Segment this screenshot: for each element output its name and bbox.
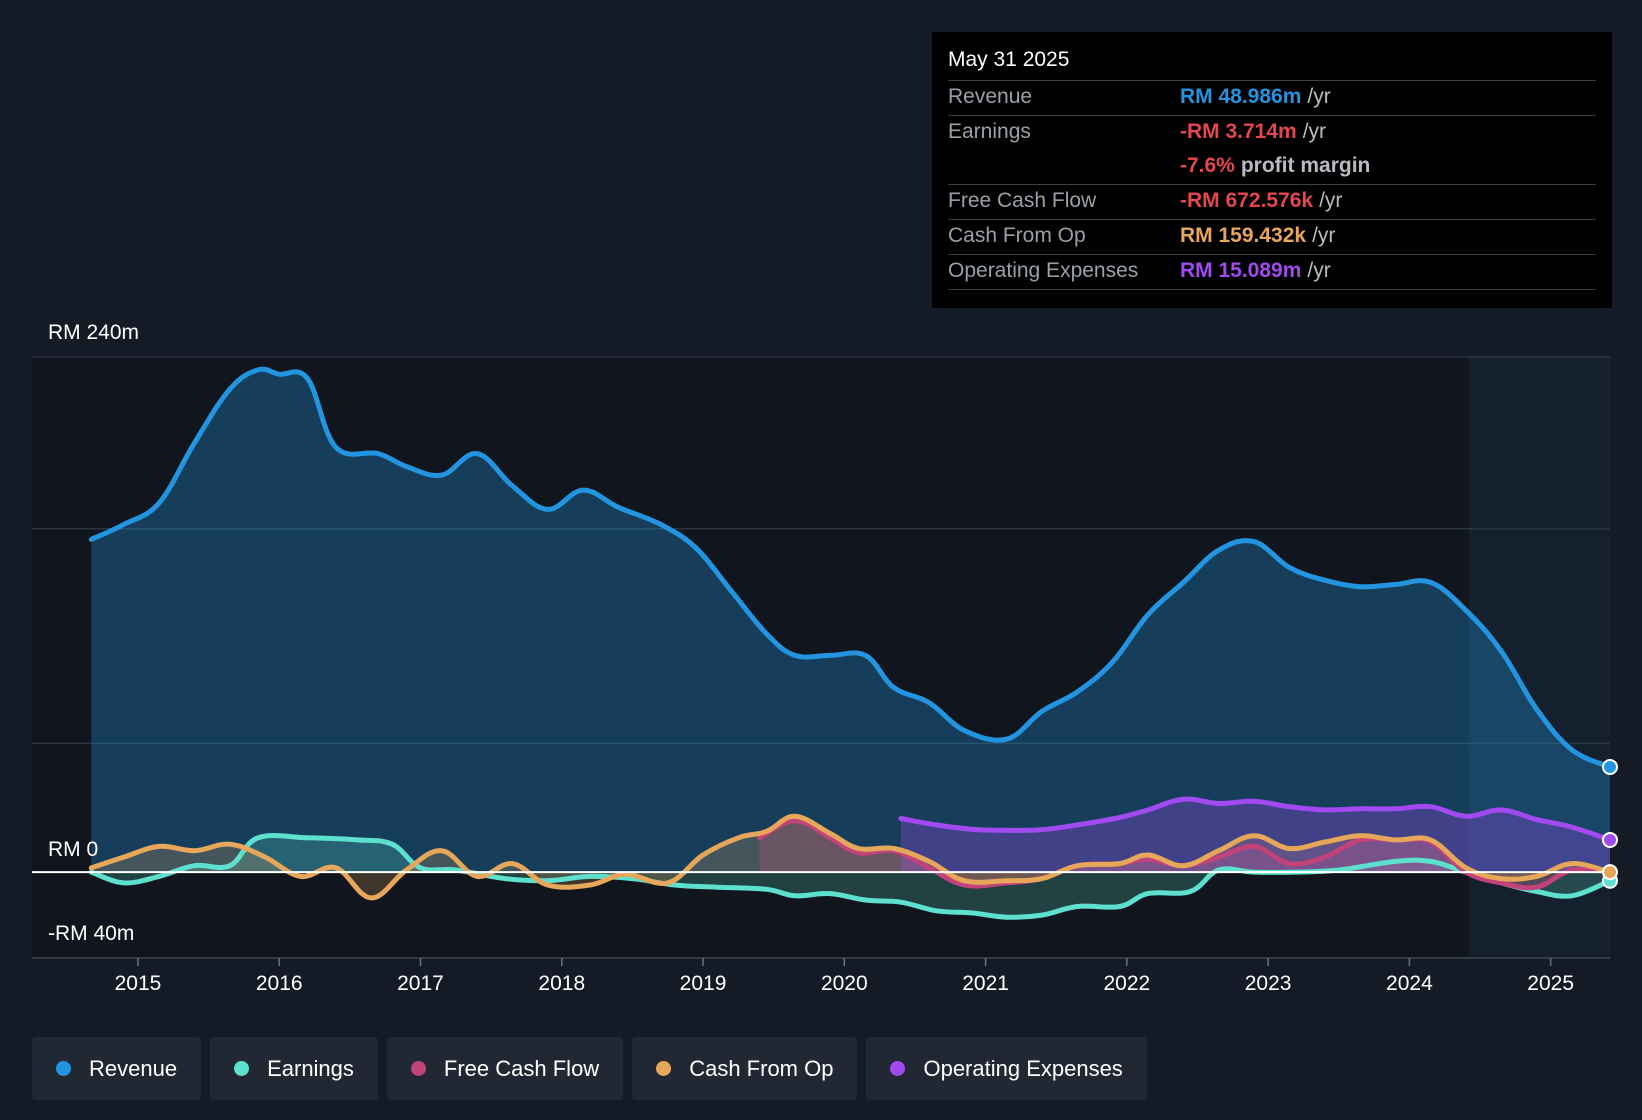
x-tick-label: 2017 bbox=[397, 972, 444, 995]
tooltip-divider bbox=[948, 289, 1596, 290]
line-operating-expenses bbox=[898, 796, 1613, 843]
y-tick-label-zero: RM 0 bbox=[48, 838, 98, 861]
tooltip-panel: May 31 2025 Revenue RM 48.986m /yr Earni… bbox=[932, 32, 1612, 308]
tooltip-unit: /yr bbox=[1307, 85, 1331, 108]
tooltip-label: Earnings bbox=[948, 120, 1031, 143]
legend-label: Operating Expenses bbox=[923, 1055, 1123, 1081]
tooltip-value: -7.6% bbox=[1180, 154, 1235, 177]
end-marker-revenue bbox=[1602, 758, 1618, 775]
legend-item-revenue[interactable]: Revenue bbox=[32, 1037, 202, 1100]
tooltip-value: -RM 672.576k bbox=[1180, 189, 1314, 212]
tooltip-label bbox=[948, 150, 1180, 184]
legend-label: Free Cash Flow bbox=[443, 1055, 600, 1081]
x-tick-label: 2016 bbox=[256, 972, 303, 995]
x-tick-label: 2021 bbox=[962, 972, 1009, 995]
legend-label: Cash From Op bbox=[689, 1055, 834, 1081]
tooltip-label: Cash From Op bbox=[948, 224, 1086, 247]
tooltip-row-operating-expenses: Operating Expenses RM 15.089m /yr bbox=[948, 254, 1596, 289]
legend-dot-icon bbox=[410, 1061, 426, 1076]
legend-dot-icon bbox=[56, 1061, 71, 1076]
legend-label: Earnings bbox=[267, 1055, 354, 1081]
tooltip-value: RM 48.986m bbox=[1180, 85, 1302, 108]
line-cash-from-op bbox=[88, 813, 1613, 901]
x-tick-label: 2020 bbox=[821, 972, 868, 995]
tooltip-date: May 31 2025 bbox=[948, 48, 1070, 71]
x-tick-label: 2025 bbox=[1527, 972, 1574, 995]
area-earnings bbox=[91, 835, 1610, 918]
tooltip-value: RM 159.432k bbox=[1180, 224, 1307, 247]
legend-item-free-cash-flow[interactable]: Free Cash Flow bbox=[386, 1037, 624, 1100]
y-tick-label-top: RM 240m bbox=[48, 321, 139, 344]
x-tick-label: 2023 bbox=[1245, 972, 1292, 995]
x-tick-label: 2022 bbox=[1103, 972, 1150, 995]
x-axis: 2015 2016 2017 2018 2019 2020 2021 2022 2023 2024… bbox=[32, 957, 1610, 995]
tooltip-value: -RM 3.714m bbox=[1180, 120, 1297, 143]
tooltip-row-cash-from-op: Cash From Op RM 159.432k /yr bbox=[948, 219, 1596, 254]
tooltip-row-earnings: Earnings -RM 3.714m /yr bbox=[948, 115, 1596, 150]
end-marker-operating-expenses bbox=[1602, 831, 1618, 848]
forecast-shade bbox=[1468, 357, 1610, 958]
tooltip-unit: /yr bbox=[1302, 120, 1327, 143]
tooltip-unit: /yr bbox=[1307, 259, 1331, 282]
x-tick-label: 2019 bbox=[680, 972, 727, 995]
area-cash-from-op bbox=[91, 816, 1610, 898]
x-tick-label: 2024 bbox=[1386, 972, 1433, 995]
legend-dot-icon bbox=[890, 1061, 906, 1076]
legend-label: Revenue bbox=[89, 1055, 178, 1081]
line-earnings bbox=[88, 832, 1613, 920]
legend-dot-icon bbox=[234, 1061, 250, 1076]
tooltip-label: Operating Expenses bbox=[948, 259, 1139, 282]
tooltip-row-free-cash-flow: Free Cash Flow -RM 672.576k /yr bbox=[948, 184, 1596, 219]
tooltip-row-profit-margin: -7.6% profit margin bbox=[948, 150, 1596, 184]
line-revenue bbox=[88, 366, 1613, 770]
legend-item-cash-from-op[interactable]: Cash From Op bbox=[632, 1037, 858, 1100]
x-tick-label: 2018 bbox=[538, 972, 585, 995]
legend: Revenue Earnings Free Cash Flow Cash Fro… bbox=[32, 1037, 1147, 1100]
area-free-cash-flow bbox=[759, 820, 1610, 888]
tooltip-value: RM 15.089m bbox=[1180, 259, 1302, 282]
tooltip-unit: /yr bbox=[1319, 189, 1343, 212]
area-revenue bbox=[91, 369, 1610, 873]
tooltip-unit: /yr bbox=[1312, 224, 1336, 247]
legend-dot-icon bbox=[656, 1061, 672, 1076]
tooltip-unit: profit margin bbox=[1240, 154, 1371, 177]
y-tick-label-bottom: -RM 40m bbox=[48, 922, 134, 945]
end-markers bbox=[1602, 758, 1618, 889]
end-marker-cash-from-op bbox=[1602, 864, 1618, 881]
x-tick-label: 2015 bbox=[115, 972, 162, 995]
tooltip-row-revenue: Revenue RM 48.986m /yr bbox=[948, 80, 1596, 115]
legend-item-earnings[interactable]: Earnings bbox=[210, 1037, 378, 1100]
tooltip-label: Free Cash Flow bbox=[948, 189, 1097, 212]
tooltip-label: Revenue bbox=[948, 85, 1033, 108]
legend-item-operating-expenses[interactable]: Operating Expenses bbox=[866, 1037, 1147, 1100]
